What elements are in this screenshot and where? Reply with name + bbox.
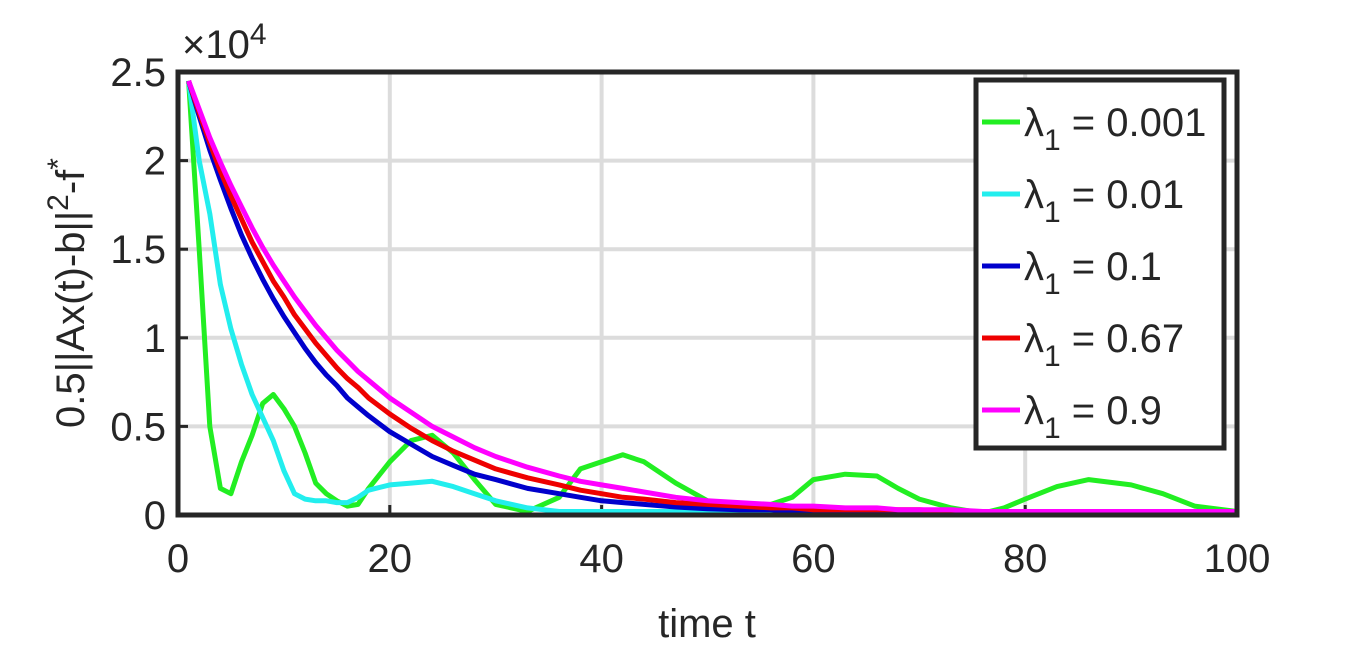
axes-box bbox=[175, 69, 1240, 518]
y-tick-label: 0 bbox=[144, 494, 166, 538]
legend-label: λ1 = 0.01 bbox=[1024, 173, 1184, 229]
y-axis-label: 0.5||Ax(t)-b||2-f* bbox=[42, 158, 93, 428]
x-tick-label: 40 bbox=[579, 537, 624, 581]
y-label-superscript: * bbox=[42, 158, 75, 170]
line-series bbox=[186, 80, 1237, 514]
y-tick-label: 2 bbox=[144, 140, 166, 184]
y-tick-label: 1.5 bbox=[110, 228, 166, 272]
legend-label: λ1 = 0.001 bbox=[1024, 101, 1206, 157]
y-tick-label: 0.5 bbox=[110, 405, 166, 449]
y-tick-label: 2.5 bbox=[110, 51, 166, 95]
legend-label: λ1 = 0.1 bbox=[1024, 245, 1162, 301]
x-tick-label: 0 bbox=[167, 537, 189, 581]
y-multiplier: ×104 bbox=[182, 18, 267, 67]
x-tick-label: 100 bbox=[1204, 537, 1271, 581]
y-label-superscript: 2 bbox=[42, 194, 75, 211]
legend-label: λ1 = 0.9 bbox=[1024, 389, 1162, 445]
y-label-text: -f bbox=[49, 169, 93, 194]
x-tick-label: 60 bbox=[791, 537, 836, 581]
x-axis-label: time t bbox=[658, 602, 756, 646]
multiplier-base: ×10 bbox=[182, 23, 250, 67]
y-tick-label: 1 bbox=[144, 317, 166, 361]
multiplier-exponent: 4 bbox=[250, 18, 267, 51]
x-tick-label: 80 bbox=[1003, 537, 1048, 581]
x-tick-label: 20 bbox=[368, 537, 413, 581]
y-label-text: 0.5||Ax(t)-b|| bbox=[49, 211, 93, 428]
legend-label: λ1 = 0.67 bbox=[1024, 317, 1184, 373]
